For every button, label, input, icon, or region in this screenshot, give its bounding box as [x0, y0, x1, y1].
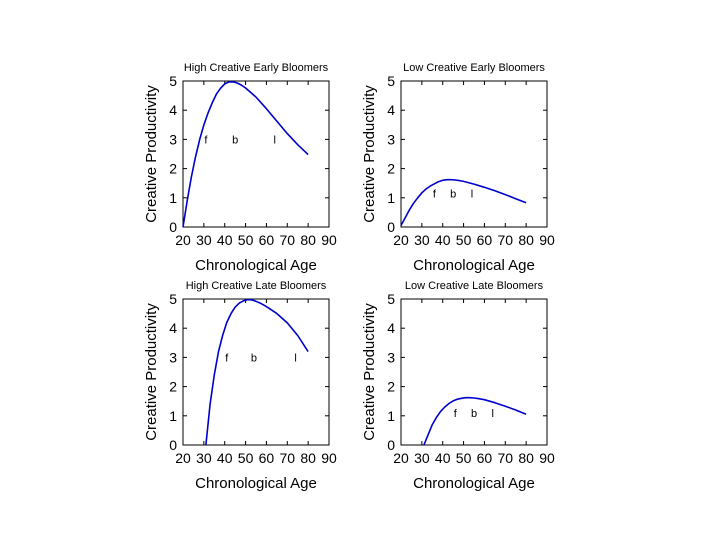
- x-tick-label: 80: [300, 450, 316, 466]
- annotation-l: l: [274, 134, 276, 146]
- y-tick-label: 3: [387, 131, 395, 147]
- x-axis-label: Chronological Age: [195, 257, 317, 274]
- y-tick-label: 1: [387, 190, 395, 206]
- y-tick-label: 5: [169, 73, 177, 89]
- x-tick-label: 40: [435, 232, 451, 248]
- x-tick-label: 20: [175, 450, 191, 466]
- series-line-1: [400, 178, 527, 226]
- y-tick-label: 5: [387, 73, 395, 89]
- annotation-f: f: [204, 134, 208, 146]
- plot-frame: [182, 298, 330, 446]
- panel-title: High Creative Early Bloomers: [184, 62, 329, 74]
- annotation-l: l: [471, 188, 473, 200]
- y-axis-label: Creative Productivity: [143, 303, 160, 441]
- x-tick-label: 90: [321, 232, 337, 248]
- x-tick-label: 60: [259, 232, 275, 248]
- x-tick-label: 70: [279, 232, 295, 248]
- x-tick-label: 20: [175, 232, 191, 248]
- x-tick-label: 30: [414, 450, 430, 466]
- annotation-f: f: [454, 408, 458, 420]
- y-axis-label: Creative Productivity: [361, 85, 378, 223]
- annotation-f: f: [433, 188, 437, 200]
- panel-title: High Creative Late Bloomers: [186, 280, 327, 292]
- y-tick-label: 1: [387, 408, 395, 424]
- y-tick-label: 1: [169, 408, 177, 424]
- annotation-b: b: [232, 134, 238, 146]
- series-line-1: [205, 298, 309, 446]
- annotation-b: b: [471, 408, 477, 420]
- x-tick-label: 90: [539, 450, 555, 466]
- y-tick-label: 1: [169, 190, 177, 206]
- x-axis-label: Chronological Age: [413, 475, 535, 492]
- x-tick-label: 60: [259, 450, 275, 466]
- x-tick-label: 30: [196, 232, 212, 248]
- y-axis-label: Creative Productivity: [361, 303, 378, 441]
- plot-frame: [400, 80, 548, 228]
- y-tick-label: 4: [169, 320, 177, 336]
- y-tick-label: 2: [387, 161, 395, 177]
- y-tick-label: 5: [169, 291, 177, 307]
- y-tick-label: 2: [169, 379, 177, 395]
- y-tick-label: 0: [387, 219, 395, 235]
- series-line-1: [182, 81, 309, 228]
- x-axis-label: Chronological Age: [413, 257, 535, 274]
- x-tick-label: 20: [393, 232, 409, 248]
- x-tick-label: 80: [518, 450, 534, 466]
- y-tick-label: 3: [169, 349, 177, 365]
- x-tick-label: 30: [196, 450, 212, 466]
- y-tick-label: 4: [387, 320, 395, 336]
- panel-title: Low Creative Late Bloomers: [405, 280, 544, 292]
- x-tick-label: 50: [456, 232, 472, 248]
- x-tick-label: 70: [497, 450, 513, 466]
- x-tick-label: 40: [217, 232, 233, 248]
- y-tick-label: 0: [169, 437, 177, 453]
- panel-title: Low Creative Early Bloomers: [403, 62, 545, 74]
- x-tick-label: 40: [435, 450, 451, 466]
- x-tick-label: 60: [477, 450, 493, 466]
- y-tick-label: 5: [387, 291, 395, 307]
- y-tick-label: 4: [169, 102, 177, 118]
- y-tick-label: 2: [387, 379, 395, 395]
- y-tick-label: 3: [387, 349, 395, 365]
- x-tick-label: 70: [497, 232, 513, 248]
- x-tick-label: 70: [279, 450, 295, 466]
- annotation-l: l: [294, 352, 296, 364]
- series-line-1: [423, 396, 527, 446]
- x-tick-label: 50: [456, 450, 472, 466]
- x-tick-label: 30: [414, 232, 430, 248]
- x-tick-label: 80: [518, 232, 534, 248]
- y-tick-label: 2: [169, 161, 177, 177]
- x-tick-label: 40: [217, 450, 233, 466]
- plot-frame: [182, 80, 330, 228]
- y-tick-label: 0: [169, 219, 177, 235]
- x-tick-label: 20: [393, 450, 409, 466]
- annotation-b: b: [251, 352, 257, 364]
- plot-frame: [400, 298, 548, 446]
- x-tick-label: 50: [238, 450, 254, 466]
- x-tick-label: 50: [238, 232, 254, 248]
- x-axis-label: Chronological Age: [195, 475, 317, 492]
- y-axis-label: Creative Productivity: [143, 85, 160, 223]
- annotation-f: f: [225, 352, 229, 364]
- x-tick-label: 60: [477, 232, 493, 248]
- y-tick-label: 3: [169, 131, 177, 147]
- x-tick-label: 90: [539, 232, 555, 248]
- y-tick-label: 0: [387, 437, 395, 453]
- x-tick-label: 90: [321, 450, 337, 466]
- annotation-l: l: [492, 408, 494, 420]
- annotation-b: b: [450, 188, 456, 200]
- y-tick-label: 4: [387, 102, 395, 118]
- x-tick-label: 80: [300, 232, 316, 248]
